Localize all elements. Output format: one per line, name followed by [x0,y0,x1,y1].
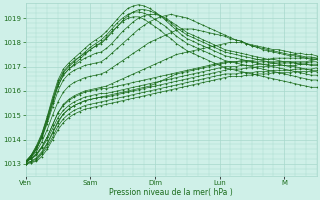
X-axis label: Pression niveau de la mer( hPa ): Pression niveau de la mer( hPa ) [109,188,233,197]
